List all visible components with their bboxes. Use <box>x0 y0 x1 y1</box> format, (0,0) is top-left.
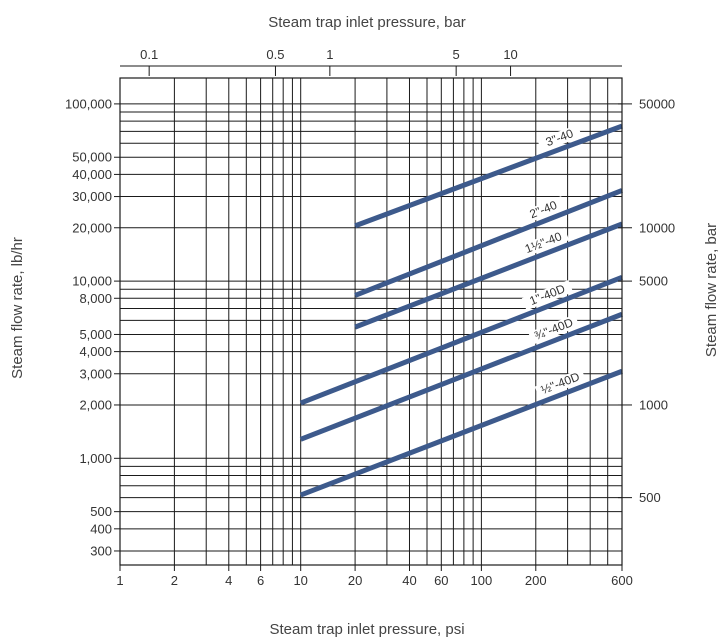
y-tick-label: 8,000 <box>79 291 112 306</box>
y-tick-label: 50,000 <box>72 150 112 165</box>
series-label-background <box>521 280 574 311</box>
series-line <box>299 311 623 442</box>
x2-axis-title: Steam trap inlet pressure, bar <box>268 14 466 31</box>
x2-tick-label: 0.1 <box>140 47 158 62</box>
y2-tick-label: 50000 <box>639 96 675 111</box>
x-tick-label: 4 <box>225 573 232 588</box>
series-line <box>354 123 623 229</box>
x-tick-label: 40 <box>402 573 416 588</box>
y-tick-label: 100,000 <box>65 96 112 111</box>
y2-tick-label: 5000 <box>639 274 668 289</box>
y-tick-label: 400 <box>90 521 112 536</box>
series-label-background <box>528 314 580 345</box>
y2-axis-title: Steam flow rate, bar <box>703 223 720 357</box>
series-label-background <box>537 124 583 152</box>
x-axis-title: Steam trap inlet pressure, psi <box>269 621 464 638</box>
y2-tick-label: 500 <box>639 490 661 505</box>
x-tick-label: 2 <box>171 573 178 588</box>
x-tick-label: 6 <box>257 573 264 588</box>
y-tick-label: 40,000 <box>72 167 112 182</box>
x-tick-label: 10 <box>293 573 307 588</box>
series-line <box>299 368 623 498</box>
y-tick-label: 1,000 <box>79 451 112 466</box>
x2-tick-label: 1 <box>326 47 333 62</box>
y-tick-label: 300 <box>90 543 112 558</box>
plot-frame <box>119 77 623 566</box>
x-tick-label: 1 <box>116 573 123 588</box>
y-tick-label: 20,000 <box>72 220 112 235</box>
x2-tick-label: 5 <box>453 47 460 62</box>
y-axis-title: Steam flow rate, lb/hr <box>9 237 26 379</box>
y-tick-label: 3,000 <box>79 366 112 381</box>
x-tick-label: 20 <box>348 573 362 588</box>
x2-tick-label: 0.5 <box>266 47 284 62</box>
x-tick-label: 600 <box>611 573 633 588</box>
y2-tick-label: 10000 <box>639 220 675 235</box>
series-label-background <box>517 228 570 259</box>
series-label-background <box>534 368 587 399</box>
series-line <box>354 221 623 330</box>
y-tick-label: 4,000 <box>79 344 112 359</box>
y-tick-label: 30,000 <box>72 189 112 204</box>
x-tick-label: 100 <box>471 573 493 588</box>
series-lines <box>299 123 623 498</box>
series-line <box>354 188 623 298</box>
y-tick-label: 5,000 <box>79 327 112 342</box>
axes <box>114 65 632 571</box>
x-tick-label: 200 <box>525 573 547 588</box>
x2-tick-label: 10 <box>503 47 517 62</box>
x-tick-label: 60 <box>434 573 448 588</box>
y-tick-label: 2,000 <box>79 397 112 412</box>
series-line <box>299 275 623 406</box>
series-label-background <box>521 196 566 224</box>
y-tick-label: 10,000 <box>72 274 112 289</box>
y-tick-label: 500 <box>90 504 112 519</box>
tick-labels: 1 2 4 6 10 20 40 60 100 200 600 300 400 500 1,000 2,000… <box>65 47 675 588</box>
y2-tick-label: 1000 <box>639 397 668 412</box>
